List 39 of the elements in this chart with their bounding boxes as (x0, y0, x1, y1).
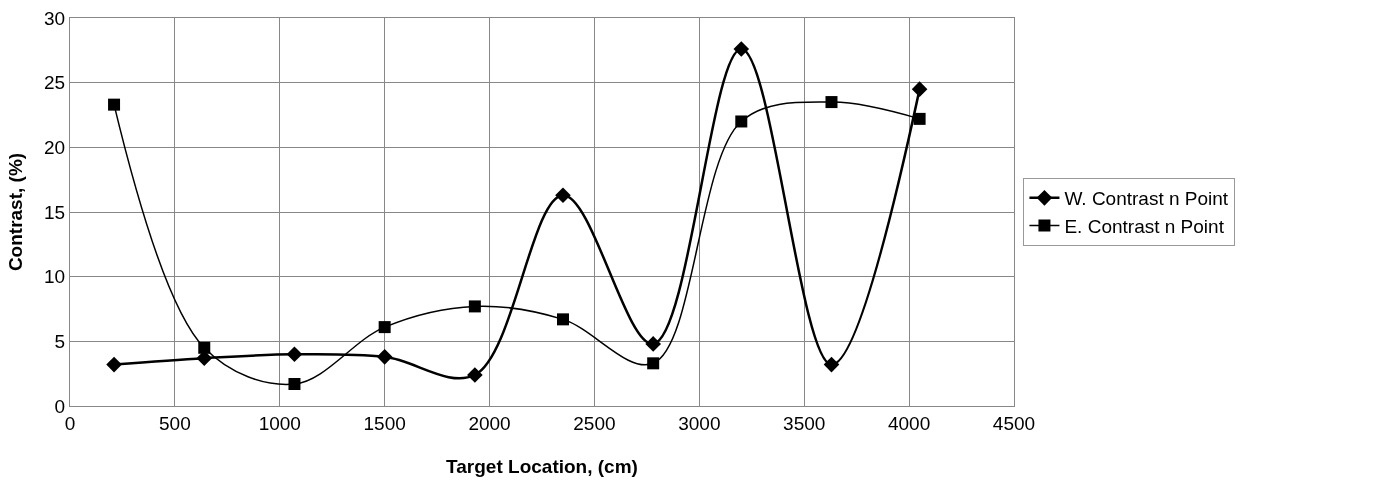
point (468, 300, 481, 313)
y-tick-label: 0 (54, 395, 66, 417)
legend-label: E. Contrast n Point (1064, 215, 1225, 237)
point (823, 356, 840, 373)
point (286, 346, 303, 363)
x-tick-label: 1500 (363, 412, 406, 434)
x-tick-label: 4000 (887, 412, 931, 434)
point (647, 357, 660, 370)
y-tick-label: 5 (54, 330, 66, 352)
point (376, 349, 393, 365)
x-tick-label: 2000 (468, 412, 511, 434)
point (556, 313, 569, 326)
point (288, 378, 301, 391)
point (825, 96, 838, 109)
x-tick-label: 1000 (258, 412, 301, 434)
y-tick-label: 20 (44, 136, 66, 158)
point (733, 41, 750, 57)
x-tick-label: 4500 (992, 412, 1036, 434)
x-tick-label: 3500 (783, 412, 826, 434)
y-tick-label: 30 (44, 7, 66, 29)
y-tick-label: 25 (44, 72, 66, 94)
point (106, 356, 122, 373)
x-axis-title: Target Location, (cm) (446, 456, 638, 477)
point (911, 81, 928, 97)
y-axis-title: Contrast, (%) (5, 152, 26, 272)
point (735, 115, 748, 128)
point (467, 367, 483, 383)
point (378, 321, 391, 334)
legend-label: W. Contrast n Point (1064, 188, 1229, 210)
y-tick-label: 15 (44, 201, 66, 223)
x-tick-label: 2500 (573, 412, 616, 434)
point (913, 112, 926, 125)
x-tick-label: 500 (159, 412, 191, 434)
point (555, 187, 571, 203)
point (198, 341, 211, 354)
point (645, 336, 661, 352)
point (108, 98, 121, 111)
x-tick-label: 3000 (678, 412, 721, 434)
y-tick-label: 10 (44, 266, 66, 288)
